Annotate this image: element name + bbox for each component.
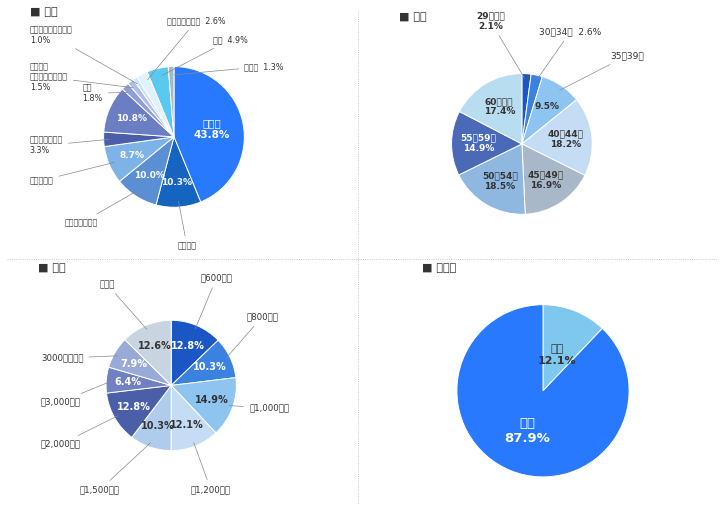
Text: 45～49才
16.9%: 45～49才 16.9% <box>528 171 564 190</box>
Text: 14.9%: 14.9% <box>195 395 229 405</box>
Text: 12.8%: 12.8% <box>117 402 151 412</box>
Wedge shape <box>459 144 525 214</box>
Wedge shape <box>122 84 174 137</box>
Wedge shape <box>119 137 174 205</box>
Wedge shape <box>137 72 174 137</box>
Wedge shape <box>132 385 171 450</box>
Wedge shape <box>106 385 171 438</box>
Text: 女性
12.1%: 女性 12.1% <box>538 344 577 366</box>
Wedge shape <box>133 77 174 137</box>
Wedge shape <box>104 89 174 137</box>
Text: 3000万円以上: 3000万円以上 <box>41 353 118 363</box>
Text: 35～39才: 35～39才 <box>560 51 644 90</box>
Text: ■ 年収: ■ 年収 <box>38 263 65 273</box>
Text: オーナー経営者: オーナー経営者 <box>65 190 138 227</box>
Text: 専業主婦・主夫  2.6%: 専業主婦・主夫 2.6% <box>148 16 226 80</box>
Text: 弁護士・
会計士・税理士等
1.5%: 弁護士・ 会計士・税理士等 1.5% <box>30 62 133 92</box>
Text: 60才以上
17.4%: 60才以上 17.4% <box>484 97 515 116</box>
Text: 不動産経営: 不動産経営 <box>30 162 114 185</box>
Wedge shape <box>109 340 171 385</box>
Text: 50～54才
18.5%: 50～54才 18.5% <box>482 172 518 191</box>
Text: パート・アルバイト
1.0%: パート・アルバイト 1.0% <box>30 25 138 84</box>
Text: 会社員
43.8%: 会社員 43.8% <box>194 119 230 140</box>
Wedge shape <box>171 320 218 385</box>
Text: 29才以下
2.1%: 29才以下 2.1% <box>476 11 525 78</box>
Wedge shape <box>171 378 237 433</box>
Wedge shape <box>522 73 531 144</box>
Text: ～1,000万円: ～1,000万円 <box>230 404 290 413</box>
Text: ～600万円: ～600万円 <box>195 273 232 329</box>
Text: ■ 男女比: ■ 男女比 <box>422 263 457 273</box>
Text: 10.8%: 10.8% <box>117 114 148 123</box>
Text: ■ 職業: ■ 職業 <box>30 7 57 17</box>
Text: 40～44才
18.2%: 40～44才 18.2% <box>547 129 584 149</box>
Text: ～1,200万円: ～1,200万円 <box>191 443 231 494</box>
Text: 医師
1.8%: 医師 1.8% <box>83 84 128 103</box>
Text: 10.3%: 10.3% <box>193 362 227 372</box>
Wedge shape <box>174 67 244 202</box>
Wedge shape <box>171 340 236 385</box>
Wedge shape <box>522 76 576 144</box>
Wedge shape <box>104 137 174 182</box>
Wedge shape <box>168 67 174 137</box>
Wedge shape <box>543 305 602 391</box>
Wedge shape <box>125 320 171 385</box>
Text: 無職  4.9%: 無職 4.9% <box>162 35 248 75</box>
Wedge shape <box>460 73 522 144</box>
Text: 男性
87.9%: 男性 87.9% <box>504 417 550 445</box>
Text: 12.8%: 12.8% <box>171 341 205 351</box>
Text: 10.3%: 10.3% <box>140 421 174 431</box>
Wedge shape <box>171 385 216 450</box>
Text: 10.0%: 10.0% <box>134 171 164 180</box>
Text: ～2,000万円: ～2,000万円 <box>41 416 118 448</box>
Wedge shape <box>457 305 629 477</box>
Text: 6.4%: 6.4% <box>115 377 142 387</box>
Wedge shape <box>106 367 171 393</box>
Text: 8.7%: 8.7% <box>119 151 145 160</box>
Text: 7.9%: 7.9% <box>121 359 148 369</box>
Wedge shape <box>522 74 542 144</box>
Text: 未回答: 未回答 <box>99 280 147 329</box>
Text: ■ 年齢: ■ 年齢 <box>399 12 426 22</box>
Text: ～1,500万円: ～1,500万円 <box>80 443 151 494</box>
Wedge shape <box>104 132 174 147</box>
Text: 12.1%: 12.1% <box>170 421 204 430</box>
Text: 10.3%: 10.3% <box>161 178 193 187</box>
Text: 会社役員: 会社役員 <box>177 202 196 250</box>
Wedge shape <box>147 67 174 137</box>
Text: ～3,000万円: ～3,000万円 <box>41 382 110 406</box>
Text: 12.6%: 12.6% <box>138 341 172 351</box>
Text: 55～59才
14.9%: 55～59才 14.9% <box>460 134 496 153</box>
Wedge shape <box>128 80 174 137</box>
Wedge shape <box>522 100 592 175</box>
Text: その他  1.3%: その他 1.3% <box>174 62 284 75</box>
Wedge shape <box>452 111 522 175</box>
Text: ～800万円: ～800万円 <box>226 312 278 358</box>
Text: 30～34才  2.6%: 30～34才 2.6% <box>537 27 602 80</box>
Text: 9.5%: 9.5% <box>535 102 560 110</box>
Wedge shape <box>156 137 201 207</box>
Text: 公務員・教職員
3.3%: 公務員・教職員 3.3% <box>30 135 109 155</box>
Wedge shape <box>522 144 585 214</box>
